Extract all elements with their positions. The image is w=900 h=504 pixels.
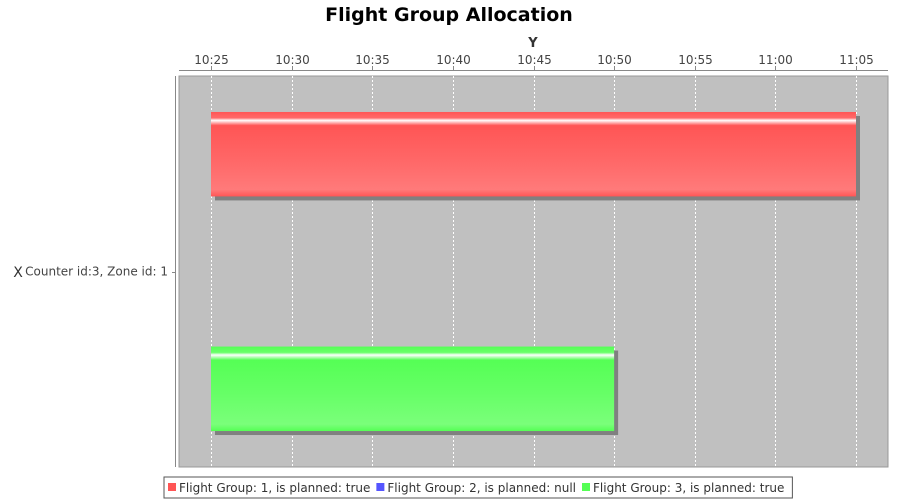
x-tick-label: 10:30 bbox=[275, 53, 310, 67]
x-tick-label: 10:25 bbox=[194, 53, 229, 67]
legend-label: Flight Group: 3, is planned: true bbox=[593, 481, 784, 495]
legend-swatch bbox=[582, 483, 590, 491]
legend-swatch bbox=[168, 483, 176, 491]
x-tick-marks bbox=[211, 66, 857, 70]
bar-flight-group-1[interactable] bbox=[211, 111, 856, 197]
bars bbox=[211, 111, 860, 436]
x-tick-label: 10:45 bbox=[517, 53, 552, 67]
x-axis-label: Y bbox=[527, 36, 538, 51]
x-tick-labels: 10:25 10:30 10:35 10:40 10:45 10:50 10:55 11:00… bbox=[194, 53, 874, 67]
bar-flight-group-3[interactable] bbox=[211, 346, 615, 432]
x-tick-label: 10:35 bbox=[355, 53, 390, 67]
x-tick-label: 11:00 bbox=[758, 53, 793, 67]
legend-items: Flight Group: 1, is planned: true Flight … bbox=[168, 481, 784, 495]
legend-box bbox=[163, 476, 793, 499]
x-tick-label: 10:55 bbox=[678, 53, 713, 67]
category-label: Counter id:3, Zone id: 1 bbox=[25, 265, 168, 279]
x-tick-label: 10:40 bbox=[436, 53, 471, 67]
legend-label: Flight Group: 1, is planned: true bbox=[179, 481, 370, 495]
legend-label: Flight Group: 2, is planned: null bbox=[387, 481, 576, 495]
y-axis-label: X bbox=[13, 265, 23, 281]
category-labels: Counter id:3, Zone id: 1 bbox=[25, 265, 175, 279]
chart-title: Flight Group Allocation bbox=[325, 4, 573, 26]
x-tick-label: 10:50 bbox=[597, 53, 632, 67]
legend-swatch bbox=[376, 483, 385, 491]
x-tick-label: 11:05 bbox=[839, 53, 874, 67]
